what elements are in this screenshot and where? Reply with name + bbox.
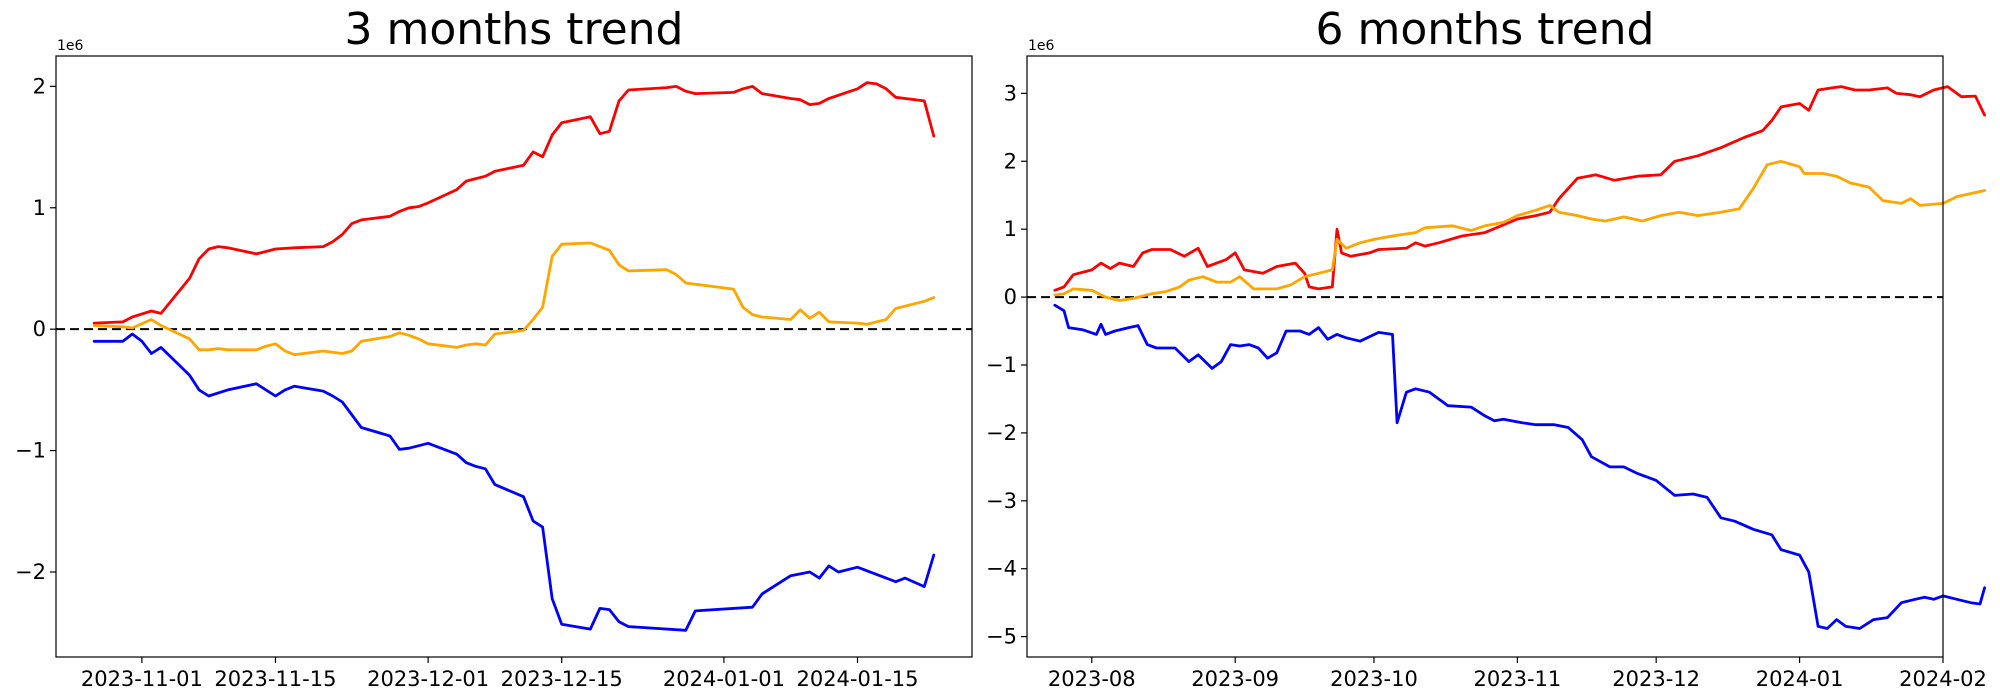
y-tick-label: 0 <box>33 317 46 341</box>
series-line-1 <box>92 81 936 325</box>
series-line-2 <box>92 241 936 357</box>
x-tick-label: 2023-12-15 <box>501 667 623 691</box>
x-tick-label: 2023-08 <box>1048 667 1136 691</box>
y-tick-label: −2 <box>15 560 46 584</box>
x-tick-label: 2023-11-01 <box>81 667 203 691</box>
y-tick-label: 2 <box>33 74 46 98</box>
y-tick-label: −1 <box>986 353 1017 377</box>
axes-frame <box>55 55 973 658</box>
series-line-3 <box>1053 303 1986 630</box>
axis-offset-label: 1e6 <box>57 38 84 54</box>
axis-offset-label: 1e6 <box>1028 38 1055 54</box>
x-tick-label: 2023-11-15 <box>214 667 336 691</box>
x-tick-label: 2023-12 <box>1612 667 1700 691</box>
x-tick-label: 2023-09 <box>1191 667 1279 691</box>
y-tick-label: −1 <box>15 439 46 463</box>
y-tick-label: −5 <box>986 625 1017 649</box>
x-tick-label: 2024-01-01 <box>663 667 785 691</box>
y-tick-label: 2 <box>1004 149 1017 173</box>
chart-title: 3 months trend <box>345 4 684 55</box>
x-tick-label: 2024-01 <box>1756 667 1844 691</box>
y-tick-label: 1 <box>1004 217 1017 241</box>
x-tick-label: 2023-11 <box>1474 667 1562 691</box>
x-tick-label: 2024-01-15 <box>796 667 918 691</box>
series-line-2 <box>1053 159 1986 302</box>
x-tick-label: 2023-12-01 <box>367 667 489 691</box>
chart-title: 6 months trend <box>1316 4 1655 55</box>
series-line-1 <box>1053 85 1986 292</box>
series-line-3 <box>92 332 936 632</box>
y-tick-label: 0 <box>1004 285 1017 309</box>
x-tick-label: 2024-02 <box>1899 667 1987 691</box>
y-tick-label: −3 <box>986 489 1017 513</box>
y-tick-label: −4 <box>986 557 1017 581</box>
y-tick-label: 1 <box>33 196 46 220</box>
axes-frame <box>1026 55 1944 658</box>
y-tick-label: −2 <box>986 421 1017 445</box>
x-tick-label: 2023-10 <box>1330 667 1418 691</box>
y-tick-label: 3 <box>1004 81 1017 105</box>
